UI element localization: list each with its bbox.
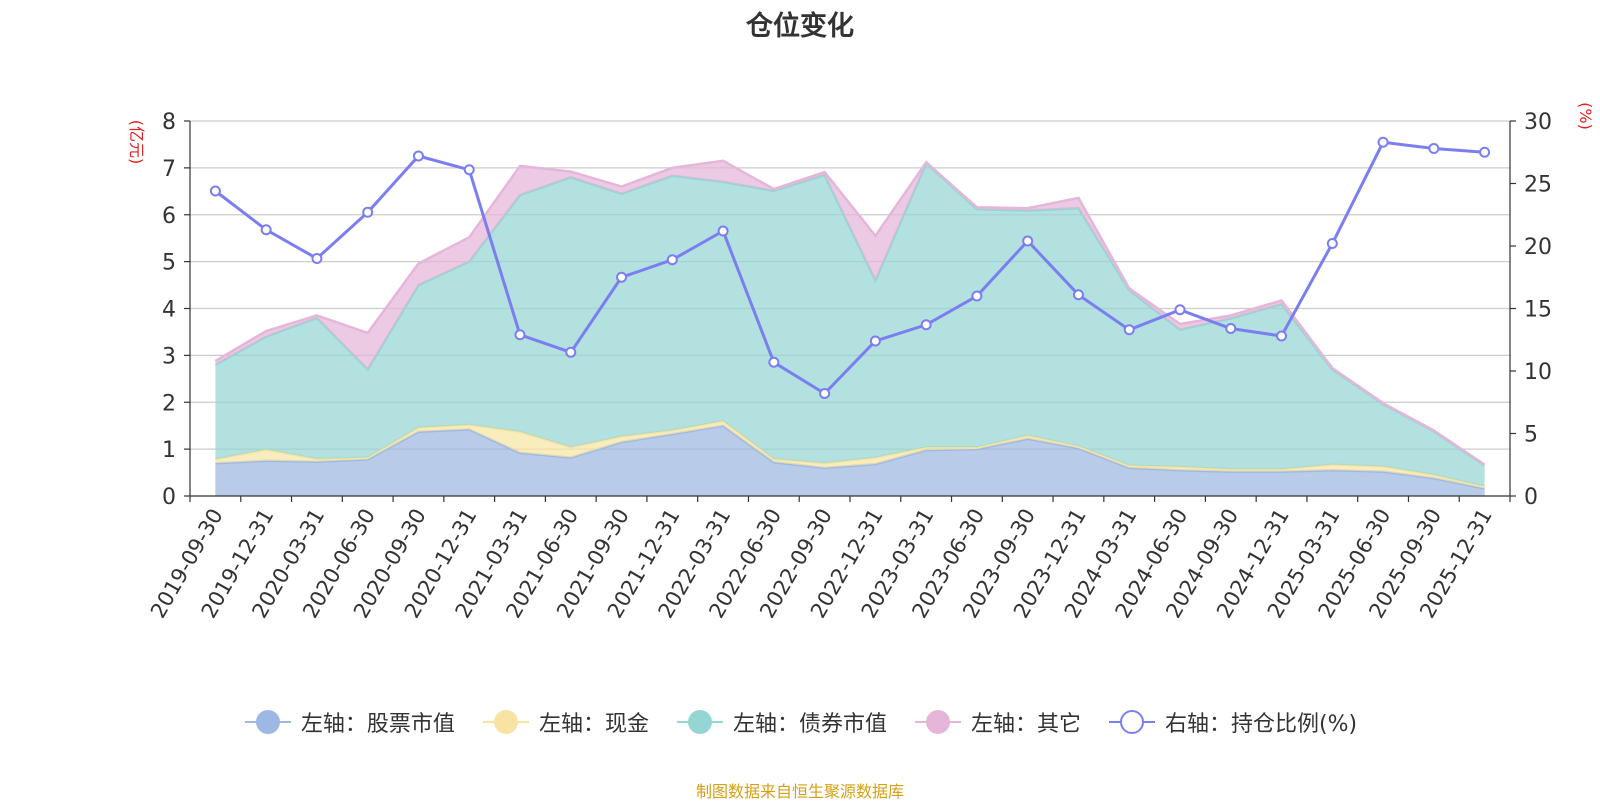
left-tick-label: 8 [162,110,176,135]
left-tick-label: 2 [162,391,176,416]
right-tick-label: 20 [1524,235,1552,260]
area-series [214,159,1486,496]
right-tick-label: 25 [1524,173,1552,198]
ratio-point [514,329,526,341]
legend-item[interactable]: 左轴：债券市值 [675,706,887,738]
ratio-point [260,224,272,236]
ratio-point [362,206,374,218]
legend-marker-icon [1108,710,1155,734]
left-tick-label: 6 [162,204,176,229]
area-左轴：股票市值 [215,425,1485,496]
legend-item[interactable]: 左轴：股票市值 [243,706,455,738]
legend: 左轴：股票市值 左轴：现金 左轴：债券市值 左轴：其它 右轴：持仓比例(%) [0,706,1600,738]
ratio-point [869,335,881,347]
ratio-point [1377,136,1389,148]
right-tick-label: 0 [1524,485,1538,510]
left-tick-label: 4 [162,298,176,323]
ratio-point [1276,330,1288,342]
legend-marker-icon [676,710,723,734]
area-edge [214,159,1486,466]
ratio-point [971,290,983,302]
source-note: 制图数据来自恒生聚源数据库 [695,782,904,801]
ratio-point [1428,143,1440,154]
legend-marker-icon [914,710,961,734]
ratio-point [1072,289,1084,301]
chart-title: 仓位变化 [746,11,854,42]
left-tick-label: 3 [162,344,176,369]
ratio-point [209,185,221,197]
right-tick-label: 5 [1524,423,1538,448]
legend-marker-icon [244,710,291,734]
ratio-line-path [214,140,1485,396]
ratio-point [1479,146,1491,158]
legend-item[interactable]: 左轴：其它 [913,706,1081,738]
ratio-point [717,225,729,237]
legend-label: 左轴：股票市值 [300,712,455,737]
ratio-point [1326,238,1338,249]
ratio-point [768,356,780,368]
right-tick-label: 15 [1524,298,1552,323]
legend-label: 左轴：债券市值 [732,712,887,737]
legend-label: 右轴：持仓比例(%) [1164,712,1358,737]
area-左轴：其它 [215,160,1485,466]
ratio-line [209,136,1491,399]
ratio-point [412,150,424,162]
left-tick-label: 1 [162,438,176,463]
ratio-point [1174,304,1186,316]
legend-label: 左轴：现金 [538,712,649,737]
area-左轴：债券市值 [215,163,1485,487]
ratio-point [616,271,628,283]
ratio-point [666,254,678,266]
ratio-point [1022,235,1034,247]
right-axis-label: (%) [1576,102,1595,130]
legend-label: 左轴：其它 [970,712,1081,737]
ratio-point [920,319,932,331]
legend-marker-icon [482,710,529,734]
left-tick-label: 5 [162,251,176,276]
ratio-point [1123,324,1135,336]
left-axis-label: (亿元) [127,120,146,165]
ratio-point [819,388,831,399]
left-tick-label: 0 [162,485,176,510]
ratio-point [1225,323,1237,334]
ratio-point [565,346,577,358]
ratio-point [463,164,475,176]
left-tick-label: 7 [162,157,176,182]
area-左轴：现金 [215,421,1485,489]
legend-item[interactable]: 右轴：持仓比例(%) [1107,706,1357,738]
legend-item[interactable]: 左轴：现金 [481,706,649,738]
right-tick-label: 10 [1524,360,1552,385]
right-tick-label: 30 [1524,110,1552,135]
ratio-point [311,253,323,264]
